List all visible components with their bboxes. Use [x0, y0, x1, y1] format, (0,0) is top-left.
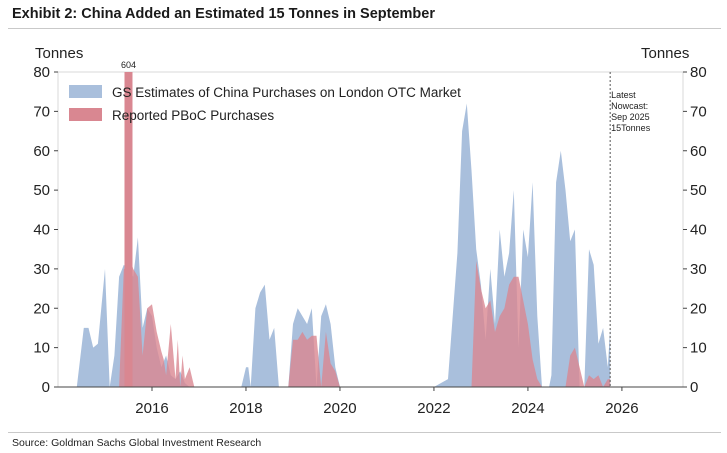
y-tick-label-left: 50 [33, 182, 50, 199]
x-tick-label: 2018 [229, 400, 262, 417]
source-note: Source: Goldman Sachs Global Investment … [12, 437, 262, 449]
nowcast-note-line: Nowcast: [611, 101, 648, 111]
y-tick-label-left: 0 [42, 379, 50, 396]
y-tick-label-left: 20 [33, 300, 50, 317]
y-tick-label-left: 30 [33, 261, 50, 278]
y-tick-label-right: 40 [690, 222, 707, 239]
y-tick-label-right: 50 [690, 182, 707, 199]
y-tick-label-left: 70 [33, 103, 50, 120]
y-tick-label-right: 70 [690, 103, 707, 120]
y-tick-label-right: 10 [690, 340, 707, 357]
y-tick-label-right: 80 [690, 64, 707, 81]
legend-swatch-gs [69, 85, 102, 98]
x-tick-label: 2016 [135, 400, 168, 417]
y-axis-title-left: Tonnes [35, 45, 83, 62]
nowcast-note-line: Sep 2025 [611, 112, 650, 122]
y-tick-label-left: 80 [33, 64, 50, 81]
chart-title: Exhibit 2: China Added an Estimated 15 T… [12, 6, 435, 22]
pboc-spike-bar [124, 72, 133, 387]
legend-label-pboc: Reported PBoC Purchases [112, 108, 274, 123]
y-tick-label-right: 0 [690, 379, 698, 396]
y-tick-label-right: 60 [690, 143, 707, 160]
series-layer [76, 72, 611, 387]
legend-label-gs: GS Estimates of China Purchases on Londo… [112, 85, 461, 100]
y-tick-label-left: 40 [33, 222, 50, 239]
nowcast-note-line: 15Tonnes [611, 123, 651, 133]
nowcast-note-line: Latest [611, 90, 636, 100]
legend: GS Estimates of China Purchases on Londo… [69, 85, 461, 123]
source-divider [8, 432, 721, 433]
title-divider [8, 28, 721, 29]
y-axis-title-right: Tonnes [641, 45, 689, 62]
y-tick-label-left: 60 [33, 143, 50, 160]
x-tick-label: 2024 [511, 400, 544, 417]
x-tick-label: 2022 [417, 400, 450, 417]
legend-swatch-pboc [69, 108, 102, 121]
x-tick-label: 2026 [605, 400, 638, 417]
y-tick-label-left: 10 [33, 340, 50, 357]
series-pboc-area [105, 261, 611, 387]
y-tick-label-right: 30 [690, 261, 707, 278]
spike-value-label: 604 [121, 60, 136, 70]
x-tick-label: 2020 [323, 400, 356, 417]
y-tick-label-right: 20 [690, 300, 707, 317]
